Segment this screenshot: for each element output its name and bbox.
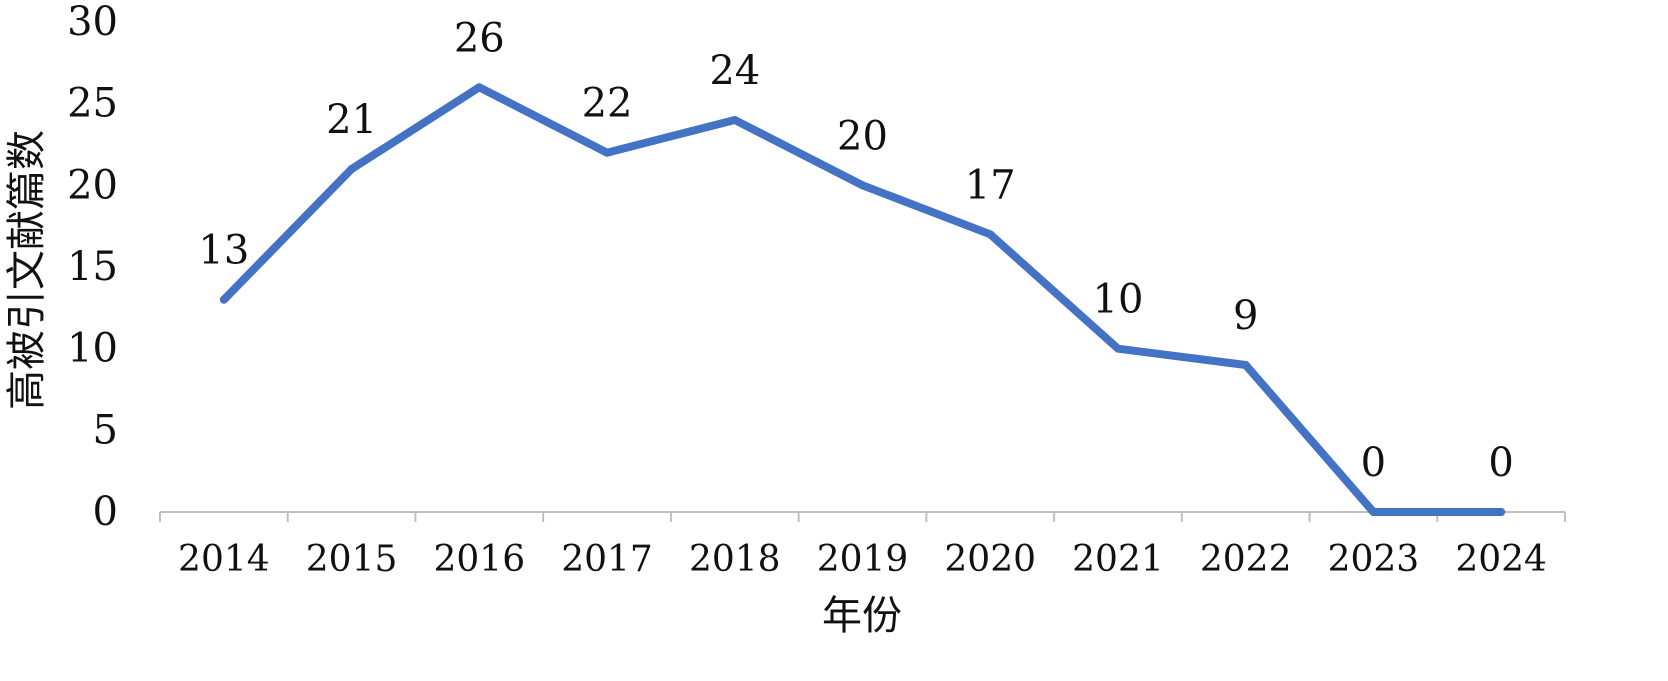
- x-tick-label: 2014: [178, 539, 270, 580]
- data-point: [1369, 508, 1378, 516]
- data-label: 24: [709, 48, 760, 94]
- y-tick-label: 30: [67, 0, 118, 45]
- x-tick-label: 2024: [1455, 539, 1547, 580]
- y-tick-label: 25: [67, 81, 118, 127]
- data-point: [730, 116, 739, 124]
- x-tick-label: 2020: [944, 539, 1036, 580]
- y-tick-labels: 0 5 10 15 20 25 30: [67, 0, 118, 535]
- x-tick-label: 2022: [1200, 539, 1292, 580]
- data-label: 13: [198, 228, 249, 274]
- x-axis-title: 年份: [822, 593, 902, 639]
- data-point: [858, 181, 867, 190]
- x-tick-label: 2023: [1328, 539, 1420, 580]
- y-tick-label: 15: [67, 244, 118, 290]
- data-label: 10: [1093, 277, 1144, 323]
- data-label: 22: [582, 81, 633, 127]
- data-label: 26: [454, 15, 505, 61]
- y-axis-title: 高被引文献篇数: [4, 130, 50, 410]
- x-tick-marks: [159, 512, 1566, 522]
- x-tick-label: 2021: [1072, 539, 1164, 580]
- x-tick-label: 2019: [817, 539, 909, 580]
- x-tick-labels: 2014 2015 2016 2017 2018 2019 2020 2021 2022 2023…: [178, 539, 1547, 580]
- data-labels: 13 21 26 22 24 20 17 10 9 0 0: [198, 15, 1513, 486]
- data-label: 9: [1233, 293, 1258, 339]
- x-tick-label: 2018: [689, 539, 781, 580]
- y-tick-label: 20: [67, 162, 118, 208]
- data-point: [475, 83, 484, 92]
- y-tick-label: 0: [93, 489, 118, 535]
- data-point: [986, 230, 995, 239]
- data-point: [603, 148, 612, 157]
- data-point: [347, 165, 356, 173]
- data-label: 17: [965, 162, 1016, 208]
- data-point: [219, 295, 228, 304]
- data-point: [1497, 508, 1506, 516]
- data-label: 0: [1361, 440, 1386, 486]
- data-points: [219, 83, 1506, 516]
- y-tick-label: 10: [67, 326, 118, 372]
- data-point: [1241, 361, 1250, 369]
- x-tick-label: 2015: [306, 539, 398, 580]
- data-label: 21: [326, 97, 377, 143]
- data-label: 20: [837, 113, 888, 159]
- x-tick-label: 2016: [434, 539, 526, 580]
- y-tick-label: 5: [93, 407, 118, 453]
- data-label: 0: [1488, 440, 1513, 486]
- x-tick-label: 2017: [561, 539, 653, 580]
- data-point: [1113, 344, 1122, 353]
